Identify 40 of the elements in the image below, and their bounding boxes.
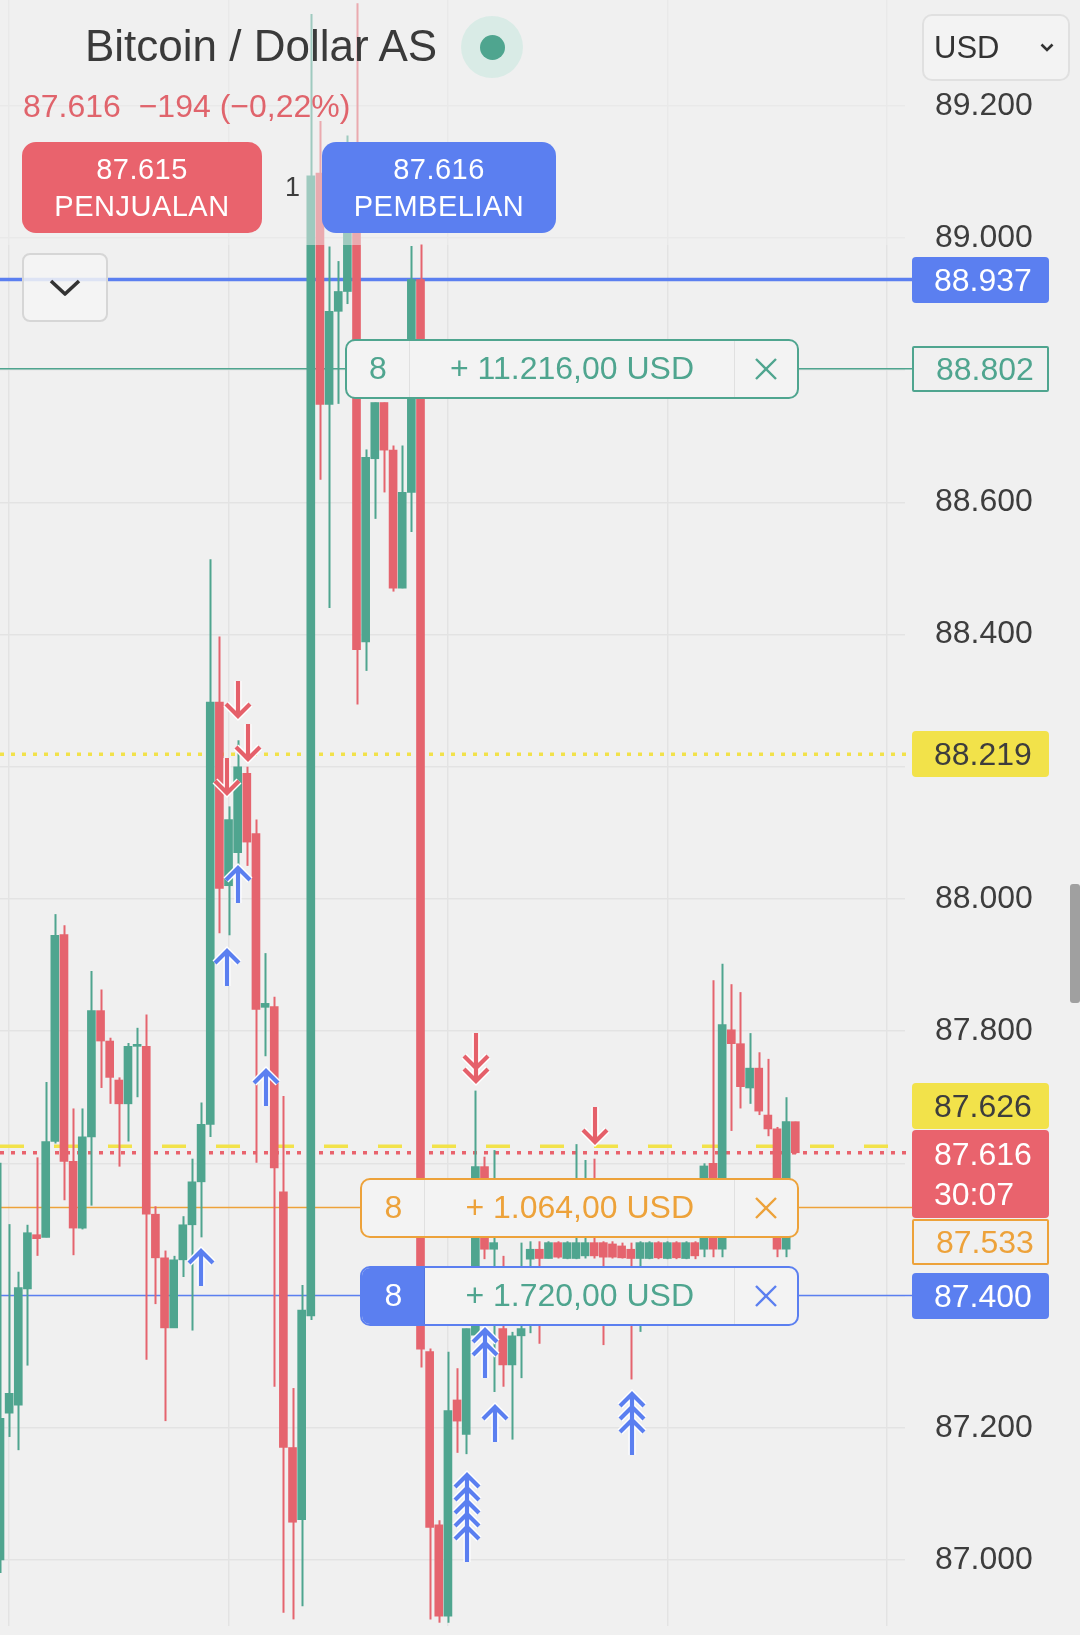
price-tag: 88.937 [912, 256, 1049, 303]
y-tick-label: 87.200 [935, 1407, 1033, 1444]
price-tag: 88.219 [912, 731, 1049, 778]
ref-line-label: 87.616 [934, 1134, 1032, 1174]
candlestick [260, 952, 270, 1058]
annotation: + 11.216,00 USD [449, 350, 694, 388]
annotation: PEMBELIAN [353, 188, 525, 224]
annotation: 87.616 [393, 151, 485, 187]
ref-line-label: 88.802 [936, 349, 1034, 389]
ref-line-label: 87.400 [934, 1276, 1032, 1316]
y-tick-label: 89.000 [935, 217, 1033, 254]
price-tag: 87.626 [912, 1082, 1049, 1129]
ref-line-label: 87.533 [936, 1222, 1034, 1262]
sell-button: 87.615 PENJUALAN [22, 142, 262, 233]
currency-select: USD [922, 14, 1070, 81]
price-tag: 87.400 [912, 1272, 1049, 1319]
annotation: 8 [384, 1189, 403, 1227]
price-tag: 87.533 [912, 1218, 1049, 1265]
y-tick-label: 88.600 [935, 482, 1033, 519]
annotation: PENJUALAN [54, 188, 230, 224]
ref-line-label: 87.626 [934, 1086, 1032, 1126]
ref-line-label: 88.219 [934, 735, 1032, 775]
annotation: 8 [369, 350, 387, 388]
annotation: 8 [384, 1277, 403, 1314]
candlestick [32, 1156, 41, 1257]
buy-button: 87.616 PEMBELIAN [322, 142, 556, 233]
price-tag: 88.802 [912, 345, 1049, 392]
y-tick-label: 87.800 [935, 1010, 1033, 1047]
annotation: + 1.064,00 USD [465, 1189, 694, 1227]
y-tick-label: 89.200 [935, 85, 1033, 122]
text: Bitcoin / Dollar AS [85, 21, 438, 70]
price-tag: 87.616 30:07 [912, 1129, 1049, 1218]
y-tick-label: 88.400 [935, 614, 1033, 651]
annotation: + 1.720,00 USD [465, 1277, 694, 1314]
annotation: 87.615 [96, 151, 188, 187]
y-tick-label: 88.000 [935, 878, 1033, 915]
ref-line-label: 88.937 [934, 260, 1032, 300]
annotation: 1 [285, 172, 301, 202]
y-tick-label: 87.000 [935, 1539, 1033, 1576]
candlestick [745, 1032, 754, 1105]
